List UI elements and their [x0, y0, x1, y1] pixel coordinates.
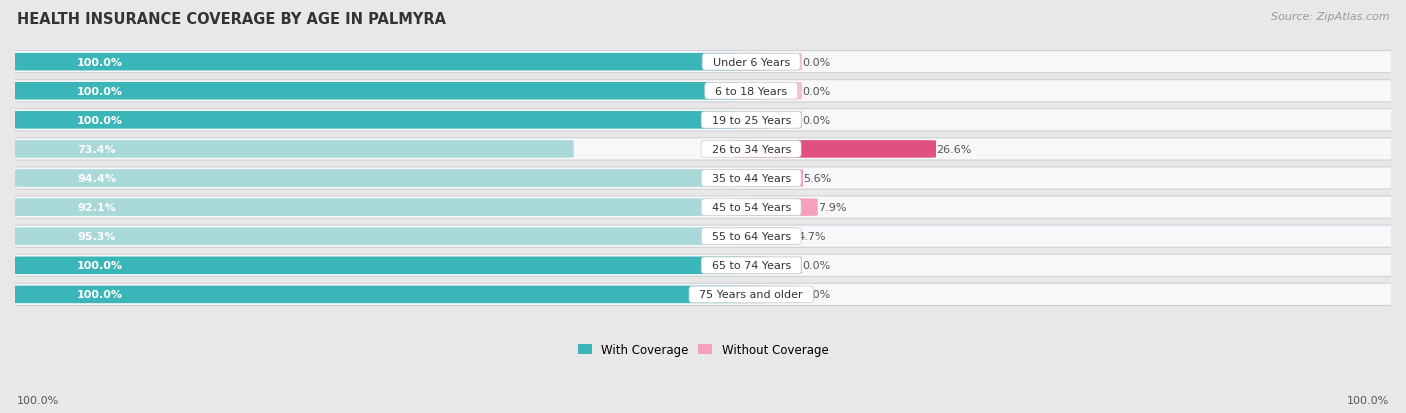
FancyBboxPatch shape — [735, 286, 801, 304]
Legend: With Coverage, Without Coverage: With Coverage, Without Coverage — [572, 338, 834, 361]
Text: 0.0%: 0.0% — [801, 116, 831, 126]
FancyBboxPatch shape — [6, 83, 768, 100]
Text: 0.0%: 0.0% — [801, 261, 831, 271]
Text: 65 to 74 Years: 65 to 74 Years — [704, 261, 797, 271]
FancyBboxPatch shape — [6, 141, 574, 158]
FancyBboxPatch shape — [735, 257, 801, 274]
FancyBboxPatch shape — [6, 197, 1400, 219]
Text: Source: ZipAtlas.com: Source: ZipAtlas.com — [1271, 12, 1389, 22]
Text: 73.4%: 73.4% — [77, 145, 115, 154]
FancyBboxPatch shape — [6, 112, 768, 129]
FancyBboxPatch shape — [735, 112, 801, 129]
Text: 75 Years and older: 75 Years and older — [692, 290, 810, 300]
FancyBboxPatch shape — [6, 228, 734, 245]
FancyBboxPatch shape — [735, 83, 801, 100]
FancyBboxPatch shape — [6, 81, 1400, 102]
Text: 100.0%: 100.0% — [17, 395, 59, 405]
FancyBboxPatch shape — [6, 138, 1400, 161]
FancyBboxPatch shape — [6, 170, 727, 188]
FancyBboxPatch shape — [6, 54, 768, 71]
Text: 0.0%: 0.0% — [801, 57, 831, 67]
Text: 100.0%: 100.0% — [77, 116, 122, 126]
FancyBboxPatch shape — [6, 52, 1400, 74]
Text: 4.7%: 4.7% — [797, 232, 825, 242]
FancyBboxPatch shape — [6, 257, 768, 274]
Text: 7.9%: 7.9% — [818, 203, 846, 213]
Text: 0.0%: 0.0% — [801, 290, 831, 300]
FancyBboxPatch shape — [6, 284, 1400, 306]
Text: 100.0%: 100.0% — [77, 87, 122, 97]
Text: 0.0%: 0.0% — [801, 87, 831, 97]
Text: 5.6%: 5.6% — [803, 173, 831, 184]
FancyBboxPatch shape — [735, 141, 936, 158]
FancyBboxPatch shape — [6, 225, 1400, 248]
Text: 100.0%: 100.0% — [1347, 395, 1389, 405]
Text: 45 to 54 Years: 45 to 54 Years — [704, 203, 797, 213]
Text: 100.0%: 100.0% — [77, 261, 122, 271]
FancyBboxPatch shape — [6, 199, 710, 216]
FancyBboxPatch shape — [735, 228, 797, 245]
FancyBboxPatch shape — [6, 286, 768, 304]
Text: 94.4%: 94.4% — [77, 173, 115, 184]
Text: HEALTH INSURANCE COVERAGE BY AGE IN PALMYRA: HEALTH INSURANCE COVERAGE BY AGE IN PALM… — [17, 12, 446, 27]
Text: 19 to 25 Years: 19 to 25 Years — [704, 116, 797, 126]
Text: 100.0%: 100.0% — [77, 290, 122, 300]
Text: 55 to 64 Years: 55 to 64 Years — [704, 232, 797, 242]
Text: 6 to 18 Years: 6 to 18 Years — [709, 87, 794, 97]
Text: 100.0%: 100.0% — [77, 57, 122, 67]
FancyBboxPatch shape — [735, 199, 818, 216]
FancyBboxPatch shape — [6, 254, 1400, 277]
FancyBboxPatch shape — [6, 168, 1400, 190]
FancyBboxPatch shape — [6, 109, 1400, 132]
Text: 35 to 44 Years: 35 to 44 Years — [704, 173, 797, 184]
Text: 26 to 34 Years: 26 to 34 Years — [704, 145, 797, 154]
FancyBboxPatch shape — [735, 54, 801, 71]
Text: 26.6%: 26.6% — [936, 145, 972, 154]
FancyBboxPatch shape — [735, 170, 803, 188]
Text: Under 6 Years: Under 6 Years — [706, 57, 797, 67]
Text: 92.1%: 92.1% — [77, 203, 115, 213]
Text: 95.3%: 95.3% — [77, 232, 115, 242]
